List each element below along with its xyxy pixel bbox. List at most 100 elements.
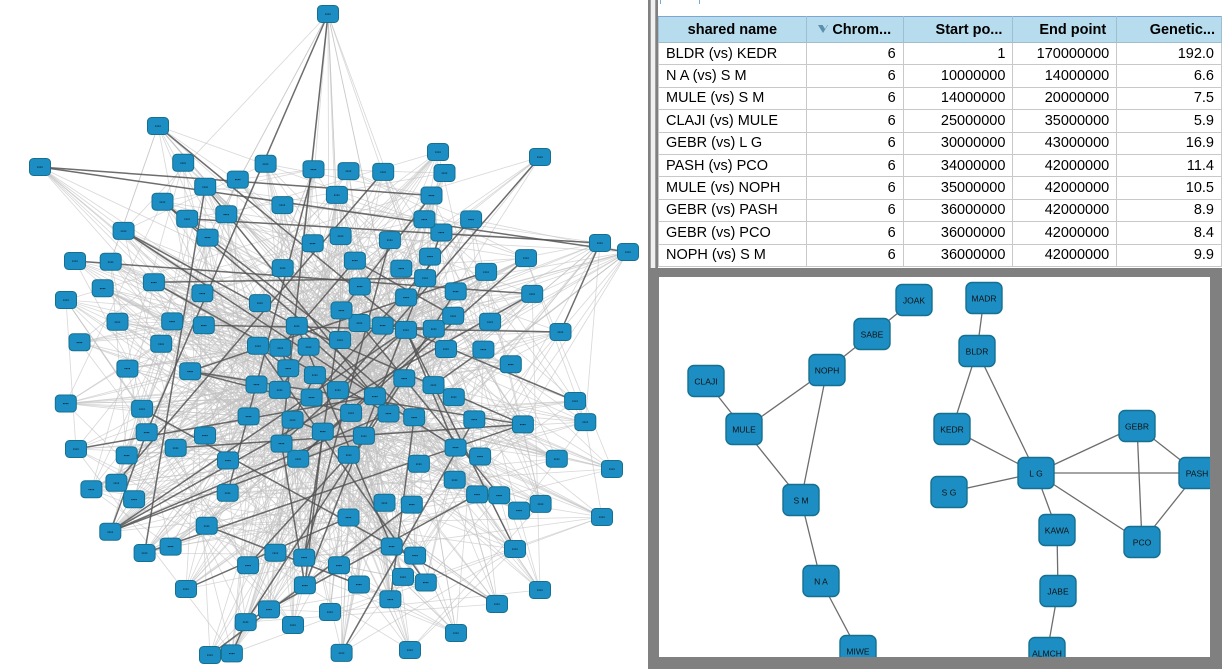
network-node[interactable]: ▪▪▪▪ (55, 291, 77, 309)
subnetwork-edge[interactable] (1136, 425, 1143, 543)
node-shape[interactable] (839, 634, 877, 658)
network-node[interactable]: ▪▪▪▪ (504, 540, 526, 558)
network-node[interactable]: ▪▪▪▪ (199, 646, 221, 664)
node-shape[interactable] (234, 613, 257, 632)
node-shape[interactable] (68, 333, 91, 352)
node-shape[interactable] (529, 494, 552, 513)
network-node[interactable]: ▪▪▪▪ (135, 423, 158, 442)
genetic-interval-table[interactable]: shared name Chrom... Start po... End poi… (658, 16, 1222, 267)
network-node[interactable]: ▪▪▪▪ (325, 185, 348, 204)
node-shape[interactable] (164, 438, 187, 457)
table-cell-end_point[interactable]: 170000000 (1012, 41, 1118, 66)
network-node[interactable]: ▪▪▪▪ (433, 164, 456, 182)
node-shape[interactable] (433, 164, 456, 182)
node-shape[interactable] (337, 445, 360, 464)
network-node[interactable]: ▪▪▪▪ (479, 312, 502, 331)
table-cell-genetic[interactable]: 11.4 (1116, 153, 1222, 178)
network-node[interactable]: ▪▪▪▪ (106, 312, 129, 331)
network-node[interactable]: ▪▪▪▪ (469, 447, 492, 466)
network-node[interactable]: ▪▪▪▪ (377, 404, 400, 423)
node-shape[interactable] (363, 387, 386, 406)
node-shape[interactable] (445, 624, 467, 642)
network-node[interactable]: ▪▪▪▪ (414, 573, 437, 592)
node-shape[interactable] (400, 495, 423, 514)
network-node[interactable]: ▪▪▪▪ (68, 333, 91, 352)
table-cell-end_point[interactable]: 42000000 (1012, 243, 1118, 267)
table-row[interactable]: NOPH (vs) S M 6 36000000 42000000 9.9 (658, 243, 1222, 267)
network-node[interactable]: ▪▪▪▪ (192, 316, 215, 335)
table-cell-start_point[interactable]: 35000000 (902, 176, 1014, 200)
node-shape[interactable] (287, 449, 310, 468)
table-row[interactable]: MULE (vs) NOPH 6 35000000 42000000 10.5 (658, 176, 1222, 200)
network-node[interactable]: ▪▪▪▪ (378, 231, 401, 250)
network-node[interactable]: ▪▪▪▪ (466, 485, 489, 504)
node-shape[interactable] (395, 320, 417, 339)
node-shape[interactable] (442, 306, 465, 325)
node-shape[interactable] (601, 460, 623, 478)
node-shape[interactable] (404, 546, 427, 565)
table-cell-chromosome[interactable]: 6 (805, 109, 904, 133)
network-node[interactable]: ▪▪▪▪ (326, 381, 349, 400)
network-node[interactable]: ▪▪▪▪ (422, 319, 445, 338)
network-node[interactable]: ▪▪▪▪ (303, 366, 326, 385)
network-node[interactable]: ▪▪▪▪ (486, 595, 508, 613)
node-shape[interactable] (147, 117, 169, 135)
table-cell-chromosome[interactable]: 6 (805, 198, 904, 223)
network-node[interactable]: ▪▪▪▪ (337, 508, 360, 527)
node-shape[interactable] (194, 177, 217, 196)
network-node[interactable]: ▪▪▪▪ (564, 392, 587, 410)
network-node[interactable]: ▪▪▪▪ (258, 600, 280, 619)
subnetwork-node[interactable]: L G (1017, 456, 1055, 490)
network-node[interactable]: ▪▪▪▪ (442, 388, 465, 407)
network-node[interactable]: ▪▪▪▪ (116, 359, 139, 378)
network-node[interactable]: ▪▪▪▪ (420, 186, 443, 205)
network-node[interactable]: ▪▪▪▪ (414, 269, 437, 288)
column-header-chromosome[interactable]: Chrom... (805, 16, 904, 43)
table-cell-chromosome[interactable]: 6 (805, 64, 904, 88)
network-node[interactable]: ▪▪▪▪ (176, 209, 199, 228)
node-shape[interactable] (472, 340, 495, 359)
table-row[interactable]: CLAJI (vs) MULE 6 25000000 35000000 5.9 (658, 109, 1222, 133)
network-node[interactable]: ▪▪▪▪ (64, 252, 86, 270)
network-node[interactable]: ▪▪▪▪ (264, 543, 287, 562)
network-node[interactable]: ▪▪▪▪ (444, 282, 467, 301)
network-node[interactable]: ▪▪▪▪ (589, 234, 611, 252)
node-shape[interactable] (529, 148, 551, 166)
network-node[interactable]: ▪▪▪▪ (293, 548, 316, 567)
network-node[interactable]: ▪▪▪▪ (150, 334, 173, 353)
node-shape[interactable] (403, 408, 426, 427)
network-node[interactable]: ▪▪▪▪ (340, 403, 363, 422)
table-cell-start_point[interactable]: 36000000 (902, 198, 1014, 223)
node-shape[interactable] (895, 283, 933, 317)
node-shape[interactable] (475, 262, 498, 281)
network-node[interactable]: ▪▪▪▪ (247, 336, 269, 355)
node-shape[interactable] (326, 381, 349, 400)
column-header-genetic[interactable]: Genetic... (1116, 16, 1222, 43)
node-shape[interactable] (413, 210, 436, 229)
node-shape[interactable] (392, 567, 414, 586)
node-shape[interactable] (196, 228, 219, 247)
node-shape[interactable] (1028, 636, 1066, 658)
node-shape[interactable] (372, 162, 395, 181)
network-node[interactable]: ▪▪▪▪ (395, 288, 418, 307)
network-node[interactable]: ▪▪▪▪ (601, 460, 623, 478)
node-shape[interactable] (407, 454, 430, 473)
node-shape[interactable] (300, 388, 323, 407)
network-node[interactable]: ▪▪▪▪ (287, 449, 310, 468)
network-node[interactable]: ▪▪▪▪ (317, 5, 339, 23)
network-node[interactable]: ▪▪▪▪ (352, 426, 375, 445)
network-node[interactable]: ▪▪▪▪ (147, 117, 169, 135)
network-node[interactable]: ▪▪▪▪ (545, 449, 568, 468)
table-cell-start_point[interactable]: 36000000 (902, 221, 1014, 245)
full-network-panel[interactable]: ▪▪▪▪ ▪▪▪▪ ▪▪▪▪ ▪▪▪▪ ▪▪▪▪ ▪▪▪▪ ▪▪▪▪ ▪▪▪▪ ▪▪▪▪ ▪▪▪▪… (0, 0, 648, 669)
column-header-end-point[interactable]: End point (1012, 16, 1118, 43)
network-node[interactable]: ▪▪▪▪ (337, 445, 360, 464)
node-shape[interactable] (311, 422, 334, 441)
network-node[interactable]: ▪▪▪▪ (237, 556, 260, 575)
table-cell-shared_name[interactable]: N A (vs) S M (658, 64, 807, 88)
node-shape[interactable] (297, 337, 320, 356)
node-shape[interactable] (564, 392, 587, 410)
node-shape[interactable] (488, 486, 511, 505)
table-cell-chromosome[interactable]: 6 (805, 86, 904, 111)
network-node[interactable]: ▪▪▪▪ (191, 284, 214, 303)
